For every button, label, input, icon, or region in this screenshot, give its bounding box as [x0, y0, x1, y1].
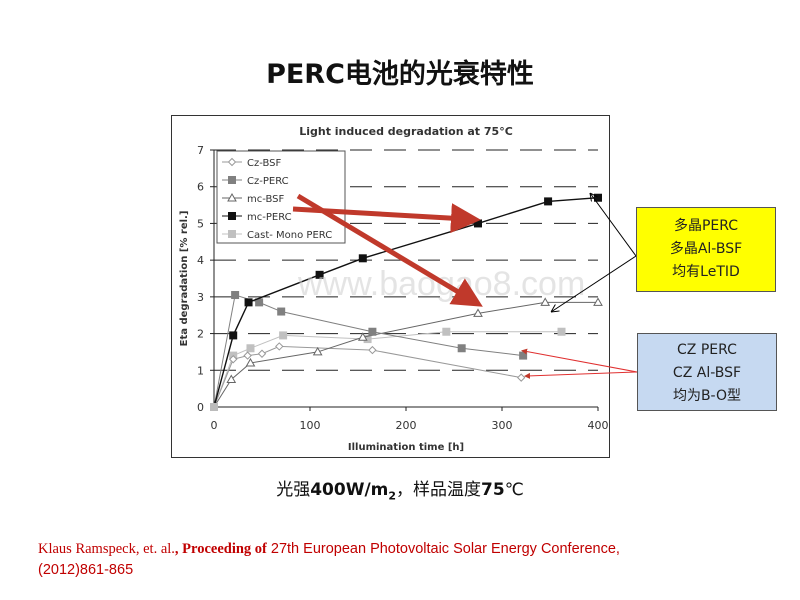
- x-axis-label: Illumination time [h]: [348, 442, 464, 453]
- data-point-cz-perc: [457, 344, 466, 353]
- y-tick-label: 0: [197, 401, 204, 414]
- data-point-mc-perc: [358, 254, 367, 263]
- citation-conference: 27th European Photovoltaic Solar Energy …: [266, 541, 620, 557]
- callout-mc-line-1: 多晶PERC: [673, 218, 739, 234]
- data-point-cast-mono-perc: [442, 327, 451, 336]
- data-point-cz-bsf: [275, 342, 284, 351]
- data-point-mc-bsf: [312, 346, 323, 356]
- x-tick-label: 100: [300, 419, 321, 432]
- data-point-mc-bsf: [540, 297, 551, 306]
- legend-label-mc-bsf: mc-BSF: [247, 194, 285, 205]
- callout-cz-line-2: CZ Al-BSF: [672, 365, 742, 381]
- chart-title: Light induced degradation at 75°C: [299, 125, 513, 138]
- x-tick-label: 300: [492, 419, 513, 432]
- data-point-mc-perc: [594, 193, 602, 202]
- x-tick-label: 400: [588, 419, 609, 432]
- data-point-mc-perc: [544, 197, 553, 206]
- data-point-cz-bsf: [257, 349, 267, 358]
- chart-caption: 光强400W/m2，样品温度75℃: [0, 475, 800, 502]
- citation-pages: (2012)861-865: [38, 562, 134, 578]
- citation-authors: Klaus Ramspeck, et. al.: [38, 541, 175, 557]
- data-point-mc-bsf: [473, 308, 483, 317]
- y-tick-label: 1: [197, 364, 204, 377]
- callout-cz: CZ PERC CZ Al-BSF 均为B-O型: [637, 333, 777, 411]
- data-point-mc-perc: [244, 298, 253, 307]
- caption-temp: 75: [481, 480, 505, 500]
- citation-comma: ,: [174, 541, 183, 557]
- y-tick-label: 4: [197, 254, 204, 267]
- caption-unit: ℃: [504, 480, 524, 500]
- series-line-cast-mono-perc: [213, 331, 562, 408]
- data-point-cast-mono-perc: [363, 335, 372, 344]
- data-point-cz-bsf: [243, 351, 252, 360]
- data-point-mc-bsf: [226, 374, 237, 383]
- x-tick-label: 0: [211, 419, 218, 432]
- callout-cz-line-3: 均为B-O型: [672, 388, 742, 404]
- data-point-mc-perc: [315, 270, 324, 279]
- y-axis-label: Eta degradation [% rel.]: [179, 211, 190, 347]
- y-tick-label: 6: [197, 181, 204, 194]
- series-line-mc-bsf: [213, 301, 598, 408]
- callout-mc-line-2: 多晶Al-BSF: [669, 241, 743, 257]
- citation: Klaus Ramspeck, et. al., Proceeding of 2…: [38, 539, 768, 581]
- chart-svg: Light induced degradation at 75°C 0 1 2 3 4 5 6…: [179, 125, 609, 453]
- slide-title: PERC电池的光衰特性: [266, 59, 534, 90]
- data-point-cz-perc: [231, 291, 240, 300]
- data-point-cast-mono-perc: [557, 327, 566, 336]
- data-point-origin: [210, 403, 218, 411]
- legend-marker-cz-perc: [228, 176, 236, 184]
- caption-subscript: 2: [388, 489, 397, 503]
- data-point-mc-bsf: [245, 357, 256, 367]
- data-point-cz-bsf: [368, 345, 377, 355]
- data-point-cz-bsf: [516, 373, 526, 382]
- y-tick-label: 5: [197, 217, 204, 230]
- callout-cz-line-1: CZ PERC: [677, 342, 737, 358]
- legend-label-cast-mono-perc: Cast- Mono PERC: [247, 230, 332, 241]
- data-point-cz-perc: [368, 327, 377, 336]
- callout-mc-line-3: 均有LeTID: [672, 264, 740, 280]
- data-point-mc-bsf: [357, 332, 368, 341]
- legend-marker-mc-perc: [228, 212, 236, 220]
- legend-label-cz-bsf: Cz-BSF: [247, 158, 282, 169]
- legend-marker-cast-mono-perc: [228, 230, 236, 238]
- y-tick-label: 3: [197, 291, 204, 304]
- data-point-mc-perc: [474, 219, 482, 228]
- caption-intensity: 400W/m: [310, 480, 389, 500]
- data-point-cast-mono-perc: [246, 344, 255, 353]
- citation-proceeding: Proceeding of: [182, 541, 267, 557]
- legend-marker-mc-bsf: [227, 192, 237, 202]
- data-point-cast-mono-perc: [279, 331, 288, 340]
- caption-part3: ，样品温度: [396, 480, 482, 500]
- legend-label-mc-perc: mc-PERC: [247, 212, 292, 223]
- y-tick-label: 2: [197, 328, 204, 341]
- legend-label-cz-perc: Cz-PERC: [247, 176, 289, 187]
- callout-multicrystalline: 多晶PERC 多晶Al-BSF 均有LeTID: [636, 207, 776, 292]
- chart-frame: Light induced degradation at 75°C 0 1 2 3 4 5 6…: [171, 115, 610, 458]
- data-point-cz-bsf: [228, 355, 238, 364]
- data-point-mc-perc: [229, 331, 238, 340]
- caption-part1: 光强: [276, 480, 311, 500]
- x-tick-label: 200: [396, 419, 417, 432]
- data-point-cz-perc: [519, 351, 528, 360]
- data-point-cz-perc: [255, 298, 264, 307]
- data-point-cz-perc: [277, 307, 286, 316]
- legend-marker-cz-bsf: [227, 157, 237, 167]
- y-tick-label: 7: [197, 144, 204, 157]
